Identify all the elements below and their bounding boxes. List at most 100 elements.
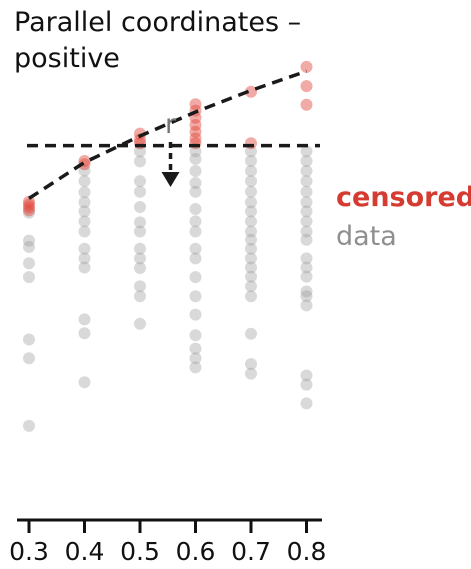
x-axis: 0.3 0.4 0.5 0.6 0.7 0.8 [9, 518, 326, 566]
data-point [78, 252, 91, 265]
data-point [300, 290, 313, 303]
data-point [300, 205, 313, 218]
data-point [134, 185, 146, 198]
data-point [245, 327, 257, 340]
data-point [134, 201, 146, 213]
data-point [300, 397, 313, 410]
data-point [245, 196, 257, 209]
data-points [23, 145, 313, 432]
x-tick-label: 0.3 [9, 537, 49, 566]
x-tick-label: 0.8 [287, 537, 327, 566]
data-point [78, 196, 91, 209]
censored-point [23, 198, 35, 211]
data-point [189, 242, 202, 255]
data-point [78, 313, 91, 326]
x-tick-label: 0.4 [65, 537, 105, 566]
data-point [300, 196, 313, 209]
data-point [300, 270, 313, 283]
data-point [300, 285, 313, 298]
data-point [78, 205, 91, 218]
annotation-r-label: r [165, 109, 177, 140]
data-point [189, 352, 202, 365]
data-point [134, 155, 146, 168]
data-point [245, 185, 257, 198]
data-point [78, 175, 91, 188]
data-point [23, 271, 35, 284]
data-point [300, 233, 313, 246]
data-point [23, 206, 35, 219]
data-point [245, 242, 257, 255]
censored-point [189, 119, 202, 131]
data-point [300, 369, 313, 382]
censored-point [23, 201, 35, 214]
data-point [134, 225, 146, 238]
data-point [245, 145, 257, 158]
x-tick-label: 0.5 [120, 537, 160, 566]
annotation-arrow-head [161, 172, 180, 187]
data-point [245, 367, 257, 380]
data-point [78, 327, 91, 340]
data-point [189, 225, 202, 238]
data-point [300, 185, 313, 198]
data-point [189, 308, 202, 321]
data-point [300, 225, 313, 238]
data-point [134, 317, 146, 330]
data-point [300, 299, 313, 312]
data-point [300, 145, 313, 158]
censored-point [189, 132, 202, 145]
data-point [245, 290, 257, 303]
data-point [300, 165, 313, 177]
annotation-r: r [161, 109, 180, 187]
data-point [245, 205, 257, 218]
data-point [300, 252, 313, 265]
x-tick-label: 0.6 [176, 537, 216, 566]
data-point [189, 145, 202, 158]
data-point [78, 242, 91, 255]
censored-point [245, 85, 257, 98]
censored-point [300, 80, 313, 93]
data-point [189, 177, 202, 189]
data-point [245, 175, 257, 188]
data-point [245, 165, 257, 177]
data-point [78, 261, 91, 274]
data-point [245, 225, 257, 238]
data-point [245, 280, 257, 293]
censored-curve [28, 69, 308, 200]
data-point [300, 378, 313, 391]
x-ticks: 0.3 0.4 0.5 0.6 0.7 0.8 [9, 520, 326, 566]
data-point [189, 153, 202, 165]
censored-point [189, 98, 202, 111]
data-point [189, 329, 202, 342]
data-point [134, 290, 146, 303]
data-point [23, 240, 35, 253]
data-point [78, 186, 91, 199]
data-point [300, 261, 313, 274]
data-point [23, 333, 35, 346]
legend-data: data [336, 221, 397, 252]
data-point [189, 185, 202, 198]
data-point [189, 203, 202, 215]
data-point [78, 164, 91, 177]
data-point [134, 252, 146, 265]
data-point [300, 175, 313, 188]
censored-point [189, 137, 202, 150]
data-point [245, 155, 257, 167]
data-point [78, 215, 91, 228]
data-point [134, 175, 146, 188]
data-point [23, 352, 35, 365]
chart-title-line-2: positive [14, 43, 120, 74]
x-tick-label: 0.7 [231, 537, 271, 566]
data-point [300, 155, 313, 167]
censored-point [300, 98, 313, 111]
censored-point [245, 137, 257, 150]
data-point [134, 216, 146, 229]
data-point [189, 252, 202, 265]
data-point [189, 215, 202, 228]
data-point [23, 257, 35, 270]
data-point [189, 361, 202, 374]
data-point [300, 215, 313, 228]
censored-point [189, 125, 202, 138]
data-point [245, 233, 257, 246]
data-point [189, 342, 202, 355]
data-point [245, 261, 257, 274]
